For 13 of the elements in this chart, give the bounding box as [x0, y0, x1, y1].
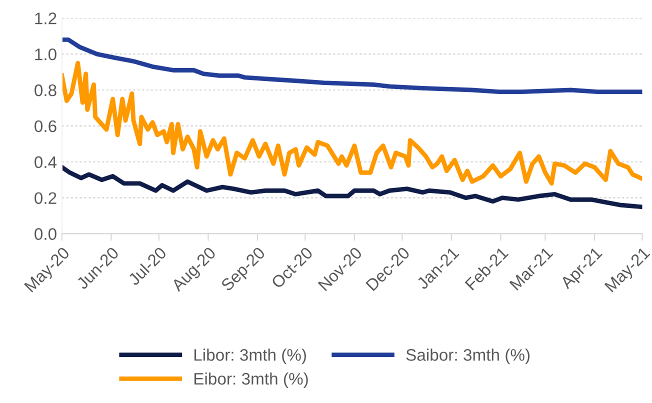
line-series — [62, 60, 642, 186]
line-series — [62, 37, 642, 94]
y-tick-label: 0.2 — [34, 192, 56, 204]
y-tick-label: 0.0 — [34, 228, 56, 240]
y-tick-label: 1.0 — [35, 48, 56, 60]
y-tick-label: 0.8 — [34, 84, 56, 96]
y-tick-label: 1.2 — [35, 12, 56, 24]
y-tick-label: 0.4 — [34, 156, 57, 168]
legend-label: Eibor: 3mth (%) — [194, 372, 308, 388]
y-tick-label: 0.6 — [34, 120, 56, 132]
legend-label: Saibor: 3mth (%) — [406, 348, 530, 364]
line-series — [62, 165, 642, 210]
legend-label: Libor: 3mth (%) — [194, 348, 306, 364]
